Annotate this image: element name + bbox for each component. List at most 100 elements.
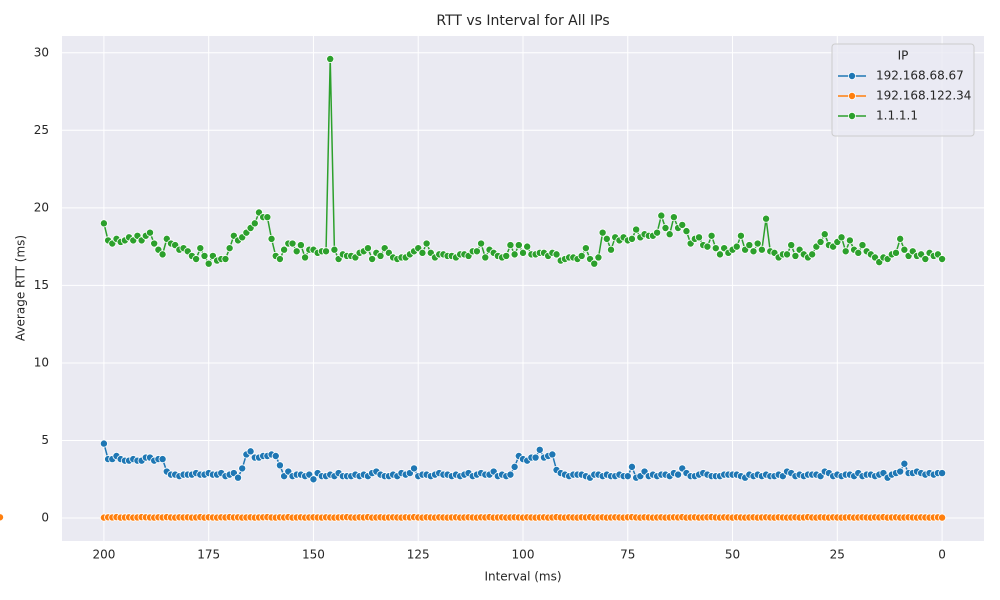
data-point xyxy=(204,259,213,268)
legend-marker xyxy=(848,72,857,81)
data-point xyxy=(627,462,636,471)
data-point xyxy=(506,241,515,250)
legend: IP 192.168.68.67 192.168.122.34 1.1.1.1 xyxy=(831,43,975,137)
data-point xyxy=(900,245,909,254)
data-point xyxy=(757,245,766,254)
data-point xyxy=(99,219,108,228)
x-tick-label: 0 xyxy=(938,548,946,562)
data-point xyxy=(506,470,515,479)
data-point xyxy=(0,513,4,522)
x-tick-label: 25 xyxy=(830,548,845,562)
chart-title: RTT vs Interval for All IPs xyxy=(436,13,609,29)
x-tick-label: 100 xyxy=(512,548,535,562)
data-point xyxy=(271,452,280,461)
legend-label: 192.168.122.34 xyxy=(876,89,971,103)
data-point xyxy=(288,239,297,248)
legend-marker xyxy=(848,112,857,121)
data-point xyxy=(368,255,377,264)
x-tick-label: 50 xyxy=(725,548,740,562)
data-point xyxy=(711,244,720,253)
data-point xyxy=(896,467,905,476)
data-point xyxy=(732,242,741,251)
series-lines xyxy=(0,54,947,522)
data-point xyxy=(275,255,284,264)
data-point xyxy=(762,214,771,223)
data-point xyxy=(510,462,519,471)
x-tick-label: 125 xyxy=(407,548,430,562)
data-point xyxy=(707,231,716,240)
data-point xyxy=(820,230,829,239)
y-tick-label: 10 xyxy=(34,355,49,369)
data-point xyxy=(783,250,792,259)
data-point xyxy=(376,251,385,260)
y-axis-label: Average RTT (ms) xyxy=(14,235,28,341)
data-point xyxy=(841,247,850,256)
x-tick-label: 75 xyxy=(620,548,635,562)
data-point xyxy=(837,233,846,242)
data-point xyxy=(301,253,310,262)
data-point xyxy=(653,228,662,237)
data-point xyxy=(523,242,532,251)
y-tick-label: 0 xyxy=(41,511,49,525)
y-tick-label: 30 xyxy=(34,45,49,59)
data-point xyxy=(422,239,431,248)
data-point xyxy=(753,239,762,248)
data-point xyxy=(900,459,909,468)
data-point xyxy=(695,233,704,242)
data-point xyxy=(238,464,247,473)
data-point xyxy=(749,247,758,256)
data-point xyxy=(703,242,712,251)
data-point xyxy=(682,227,691,236)
data-point xyxy=(192,255,201,264)
data-point xyxy=(250,219,259,228)
legend-box xyxy=(831,43,975,137)
y-tick-label: 20 xyxy=(34,200,49,214)
y-tick-label: 25 xyxy=(34,123,49,137)
data-point xyxy=(150,239,159,248)
data-point xyxy=(665,230,674,239)
data-point xyxy=(275,461,284,470)
data-point xyxy=(531,453,540,462)
data-point xyxy=(607,245,616,254)
legend-marker xyxy=(848,92,857,101)
data-point xyxy=(225,244,234,253)
data-point xyxy=(938,255,947,264)
data-point xyxy=(598,228,607,237)
data-point xyxy=(938,513,947,522)
data-point xyxy=(477,239,486,248)
data-point xyxy=(858,241,867,250)
ticks: 200 175 150 125 100 75 50 25 0 0 5 10 15 20 25 30 xyxy=(34,45,946,561)
data-point xyxy=(363,244,372,253)
data-point xyxy=(330,245,339,254)
data-point xyxy=(669,213,678,222)
data-point xyxy=(548,450,557,459)
data-point xyxy=(481,253,490,262)
data-point xyxy=(661,224,670,233)
y-tick-label: 5 xyxy=(41,433,49,447)
data-point xyxy=(602,234,611,243)
data-point xyxy=(791,251,800,260)
data-point xyxy=(472,247,481,256)
data-point xyxy=(200,251,209,260)
data-point xyxy=(854,248,863,257)
data-point xyxy=(736,231,745,240)
data-point xyxy=(158,250,167,259)
data-point xyxy=(552,250,561,259)
data-point xyxy=(280,245,289,254)
data-point xyxy=(158,455,167,464)
data-point xyxy=(938,469,947,478)
data-point xyxy=(234,473,243,482)
data-point xyxy=(590,259,599,268)
data-point xyxy=(808,250,817,259)
data-point xyxy=(263,213,272,222)
data-point xyxy=(594,253,603,262)
data-point xyxy=(267,234,276,243)
data-point xyxy=(418,248,427,257)
data-point xyxy=(623,472,632,481)
data-point xyxy=(581,244,590,253)
data-point xyxy=(146,228,155,237)
data-point xyxy=(510,250,519,259)
data-point xyxy=(921,255,930,264)
x-tick-label: 200 xyxy=(92,548,115,562)
